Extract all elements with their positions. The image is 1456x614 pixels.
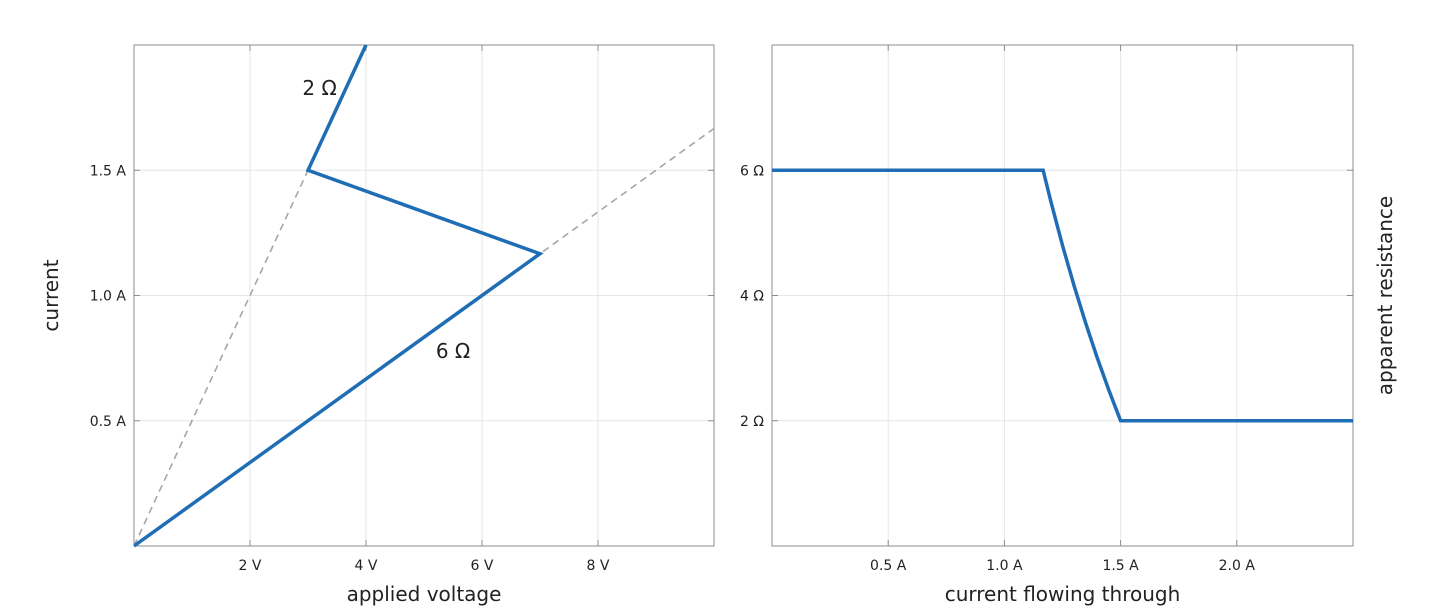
plot-area: [134, 44, 714, 548]
series-line: [134, 44, 544, 548]
annotation-label: 6 Ω: [436, 339, 470, 363]
plot-area: [772, 168, 1353, 423]
x-tick-label: 4 V: [355, 558, 378, 574]
x-tick-label: 6 V: [471, 558, 494, 574]
y-tick-label: 4 Ω: [740, 289, 764, 305]
y-tick-label: 0.5 A: [90, 414, 127, 430]
y-tick-label: 1.5 A: [90, 163, 127, 179]
annotation-label: 2 Ω: [302, 76, 336, 100]
x-tick-label: 1.0 A: [986, 558, 1023, 574]
x-axis-title: current flowing through: [945, 582, 1181, 606]
series-line: [772, 168, 1353, 423]
x-tick-label: 2.0 A: [1219, 558, 1256, 574]
y-tick-label: 6 Ω: [740, 163, 764, 179]
y-tick-label: 2 Ω: [740, 414, 764, 430]
y-axis-title: apparent resistance: [1373, 196, 1397, 395]
x-tick-label: 1.5 A: [1102, 558, 1139, 574]
x-axis-title: applied voltage: [347, 582, 502, 606]
voltage-current-chart: 2 V 4 V 6 V 8 V 0.5 A 1.0 A 1.5 A applied volta…: [39, 44, 715, 606]
x-tick-label: 8 V: [587, 558, 610, 574]
current-resistance-chart: 0.5 A 1.0 A 1.5 A 2.0 A 2 Ω 4 Ω 6 Ω current flo…: [740, 44, 1397, 606]
y-tick-label: 1.0 A: [90, 289, 127, 305]
y-axis-title: current: [39, 259, 63, 331]
x-tick-label: 0.5 A: [870, 558, 907, 574]
x-tick-label: 2 V: [239, 558, 262, 574]
